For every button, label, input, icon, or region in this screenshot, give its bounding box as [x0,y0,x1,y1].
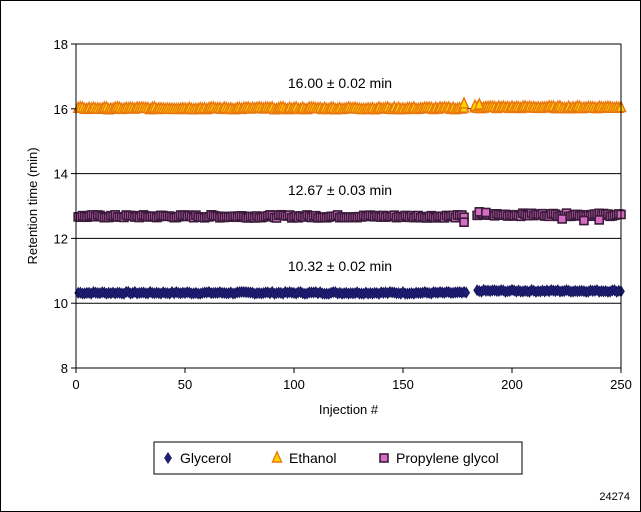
tick-label-x-250: 250 [610,377,632,392]
annotation-0: 16.00 ± 0.02 min [288,75,392,91]
tick-label-y-18: 18 [54,37,68,52]
annotation-2: 10.32 ± 0.02 min [288,258,392,274]
point-square [459,217,469,227]
tick-label-x-0: 0 [72,377,79,392]
legend: Glycerol Ethanol Propylene glycol [153,441,523,475]
legend-label: Propylene glycol [396,450,499,466]
point-square [594,215,605,225]
legend-box [153,441,523,475]
annotation-1: 12.67 ± 0.03 min [288,182,392,198]
point-square [557,214,567,224]
series-ethanol [72,96,627,115]
grid-lines [76,43,621,369]
tick-label-y-14: 14 [54,167,68,182]
legend-item-ethanol: Ethanol [271,450,336,466]
figure-id: 24274 [599,491,630,503]
tick-label-y-10: 10 [54,296,68,311]
tick-label-y-8: 8 [61,361,68,376]
tick-label-x-50: 50 [178,377,192,392]
y-axis-title: Retention time (min) [25,147,40,264]
tick-labels: 8 10 12 14 16 18 0 50 100 150 200 250 [54,37,632,392]
tick-label-y-12: 12 [54,231,68,246]
x-axis-title: Injection # [319,402,379,417]
legend-item-glycerol: Glycerol [164,450,231,466]
tick-label-x-200: 200 [501,377,523,392]
point-diamond [462,286,471,299]
annotations: 16.00 ± 0.02 min 12.67 ± 0.03 min 10.32 ± … [288,75,392,274]
series-propylene-glycol [73,207,626,227]
legend-marker-triangle [271,450,283,463]
legend-marker-square [379,453,389,463]
point-square [579,215,589,226]
point-square [481,207,491,218]
tick-label-x-100: 100 [283,377,305,392]
series-glycerol [74,283,625,300]
point-triangle [473,97,485,110]
legend-marker-diamond [164,451,172,465]
legend-label: Ethanol [289,450,336,466]
legend-label: Glycerol [180,450,231,466]
legend-item-propylene-glycol: Propylene glycol [379,450,499,466]
data-marks [72,96,627,300]
tick-label-x-150: 150 [392,377,414,392]
point-triangle [458,96,470,109]
tick-label-y-16: 16 [54,102,68,117]
axes [75,43,622,369]
